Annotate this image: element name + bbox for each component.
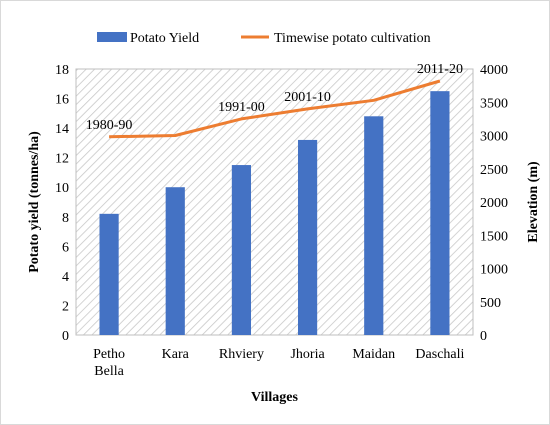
x-tick-label: Petho Bella bbox=[93, 347, 125, 379]
x-tick-label: Kara bbox=[162, 347, 190, 362]
series-line bbox=[109, 79, 441, 139]
left-axis-ticks: 0 2 4 6 8 10 12 14 16 18 bbox=[55, 63, 69, 344]
line-series bbox=[109, 79, 441, 139]
y-tick-label: 16 bbox=[55, 93, 69, 108]
y-tick-label: 6 bbox=[62, 240, 69, 255]
y2-tick-label: 3500 bbox=[480, 96, 508, 111]
y-tick-label: 8 bbox=[62, 211, 69, 226]
y-tick-label: 4 bbox=[62, 270, 69, 285]
point-labels: 1980-90 1991-00 2001-10 2011-20 bbox=[86, 62, 463, 133]
x-axis-ticks: Petho Bella Kara Rhviery Jhoria Maidan Daschal… bbox=[93, 347, 464, 379]
y-tick-label: 10 bbox=[55, 181, 69, 196]
legend: Potato Yield Timewise potato cultivation bbox=[97, 31, 431, 46]
x-tick-label: Jhoria bbox=[290, 347, 325, 362]
y2-tick-label: 1500 bbox=[480, 229, 508, 244]
y-axis-title: Potato yield (tonnes/ha) bbox=[27, 131, 42, 273]
bar bbox=[231, 165, 252, 335]
right-axis-ticks: 0 500 1000 1500 2000 2500 3000 3500 4000 bbox=[480, 63, 508, 344]
y-tick-label: 2 bbox=[62, 299, 69, 314]
x-tick-label: Daschali bbox=[415, 347, 464, 362]
y-tick-label: 14 bbox=[55, 122, 69, 137]
y-tick-label: 18 bbox=[55, 63, 69, 78]
bars bbox=[99, 91, 450, 336]
y2-tick-label: 3000 bbox=[480, 130, 508, 145]
bar bbox=[430, 91, 450, 336]
bar bbox=[297, 139, 318, 335]
y-tick-label: 0 bbox=[62, 329, 69, 344]
point-label: 2001-10 bbox=[284, 90, 331, 105]
bar bbox=[165, 187, 185, 335]
x-axis-title: Villages bbox=[251, 390, 298, 405]
x-tick-label: Maidan bbox=[352, 347, 395, 362]
y2-axis-title: Elevation (m) bbox=[526, 161, 541, 243]
legend-label-potato-yield: Potato Yield bbox=[130, 31, 199, 46]
plot-area bbox=[75, 68, 474, 336]
y2-tick-label: 2000 bbox=[480, 196, 508, 211]
point-label: 1980-90 bbox=[86, 118, 133, 133]
point-label: 2011-20 bbox=[417, 62, 463, 77]
x-tick-label: Rhviery bbox=[219, 347, 264, 362]
bar bbox=[364, 116, 384, 336]
y-tick-label: 12 bbox=[55, 152, 69, 167]
y2-tick-label: 4000 bbox=[480, 63, 508, 78]
legend-label-timewise-cultivation: Timewise potato cultivation bbox=[274, 31, 431, 46]
legend-swatch-potato-yield bbox=[97, 32, 127, 42]
point-label: 1991-00 bbox=[218, 100, 265, 115]
y2-tick-label: 0 bbox=[480, 329, 487, 344]
bar bbox=[99, 213, 119, 335]
y2-tick-label: 2500 bbox=[480, 163, 508, 178]
y2-tick-label: 500 bbox=[480, 296, 501, 311]
y2-tick-label: 1000 bbox=[480, 263, 508, 278]
